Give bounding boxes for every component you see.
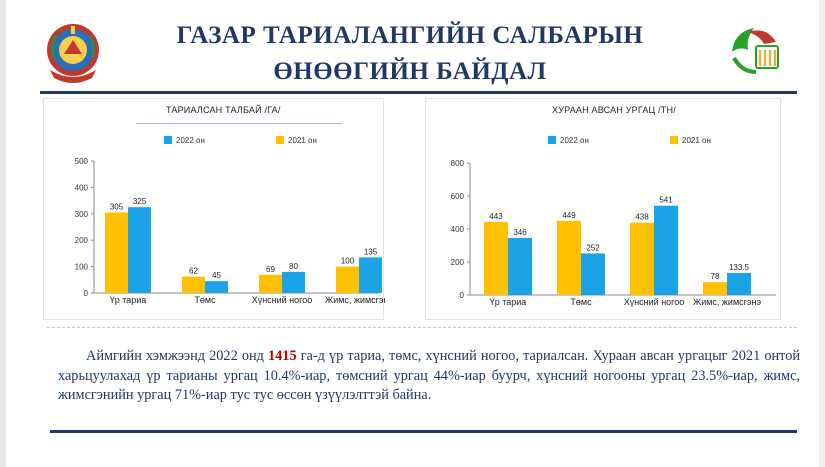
bar-2021	[182, 276, 205, 293]
y-tick-label: 0	[460, 291, 465, 300]
x-category-label: Жимс, жимсгэнэ	[693, 297, 762, 307]
summary-highlight-number: 1415	[268, 348, 297, 364]
bar-2022	[654, 205, 678, 295]
chart-title-harvest: ХУРААН АВСАН УРГАЦ /ТН/	[552, 105, 676, 115]
bar-2021	[105, 212, 128, 293]
bar-2022	[581, 253, 605, 295]
legend-swatch-2021	[670, 136, 678, 144]
x-category-label: Хүнсний ногоо	[252, 295, 313, 305]
y-tick-label: 0	[84, 289, 89, 298]
legend-item-2021: 2021 он	[670, 136, 711, 145]
y-tick-label: 200	[451, 258, 465, 267]
bar-2021	[703, 282, 727, 295]
data-label: 78	[711, 272, 720, 281]
y-tick-label: 600	[451, 192, 465, 201]
data-label: 69	[266, 265, 275, 274]
y-tick-label: 500	[75, 157, 89, 166]
data-label: 305	[110, 202, 124, 211]
legend-swatch-2021	[276, 136, 284, 144]
bar-2021	[630, 222, 654, 295]
x-category-label: Үр тариа	[490, 297, 527, 307]
header-rule	[40, 91, 797, 94]
bar-2022	[128, 207, 151, 293]
y-tick-label: 400	[75, 183, 89, 192]
y-tick-label: 200	[75, 236, 89, 245]
data-label: 541	[659, 196, 673, 205]
y-tick-label: 300	[75, 210, 89, 219]
data-label: 325	[133, 197, 147, 206]
x-category-label: Хүнсний ногоо	[624, 297, 685, 307]
bar-2021	[557, 220, 581, 295]
data-label: 45	[212, 271, 221, 280]
summary-text-rest: га-д үр тариа, төмс, хүнсний ногоо, тари…	[58, 348, 800, 403]
data-label: 252	[586, 243, 600, 252]
legend-label-2022: 2022 он	[176, 136, 205, 145]
y-tick-label: 400	[451, 225, 465, 234]
legend-swatch-2022	[164, 136, 172, 144]
bar-2022	[282, 271, 305, 293]
bar-2021	[259, 274, 282, 293]
data-label: 438	[635, 213, 649, 222]
x-category-label: Үр тариа	[110, 295, 147, 305]
bar-2022	[727, 272, 751, 295]
legend-swatch-2022	[548, 136, 556, 144]
page-title-line2: ӨНӨӨГИЙН БАЙДАЛ	[273, 58, 547, 85]
summary-paragraph: Аймгийн хэмжээнд 2022 онд 1415 га-д үр т…	[58, 347, 800, 406]
x-category-label: Төмс	[570, 297, 592, 307]
chart-panel-area: ТАРИАЛСАН ТАЛБАЙ /ГА/ 2022 он 2021 он 0 1…	[43, 98, 385, 320]
data-label: 135	[364, 247, 378, 256]
data-label: 346	[513, 228, 527, 237]
agriculture-logo-icon	[732, 28, 779, 74]
chart-title-underline	[136, 123, 342, 124]
bar-chart-harvest: 0 200 400 600 800 443 346 Үр тариа 449 252 Төмс 438…	[451, 159, 776, 307]
y-tick-label: 100	[75, 263, 89, 272]
y-tick-label: 800	[451, 159, 465, 168]
bar-2021	[484, 221, 508, 295]
bar-2022	[205, 281, 228, 293]
data-label: 100	[341, 257, 355, 266]
chart-title-area: ТАРИАЛСАН ТАЛБАЙ /ГА/	[166, 105, 281, 115]
x-category-label: Төмс	[194, 295, 216, 305]
footer-rule	[50, 430, 797, 433]
legend-item-2022: 2022 он	[548, 136, 589, 145]
data-label: 62	[189, 267, 198, 276]
bar-2021	[336, 266, 359, 293]
data-label: 133.5	[729, 263, 750, 272]
aimag-emblem-icon	[47, 24, 99, 83]
bar-chart-area: 0 100 200 300 400 500 305 325 Үр тариа 62 45 Төмс 69…	[75, 157, 385, 305]
legend-label-2021: 2021 он	[288, 136, 317, 145]
data-label: 80	[289, 262, 298, 271]
x-category-label: Жимс, жимсгэнэ	[325, 295, 385, 305]
legend-label-2021: 2021 он	[682, 136, 711, 145]
data-label: 449	[562, 211, 576, 220]
legend-item-2021: 2021 он	[276, 136, 317, 145]
summary-text-start: Аймгийн хэмжээнд 2022 онд	[86, 348, 268, 364]
page-title-line1: ГАЗАР ТАРИАЛАНГИЙН САЛБАРЫН	[176, 22, 644, 49]
legend-label-2022: 2022 он	[560, 136, 589, 145]
chart-panel-harvest: ХУРААН АВСАН УРГАЦ /ТН/ 2022 он 2021 он …	[425, 98, 781, 320]
data-label: 443	[489, 212, 503, 221]
legend-item-2022: 2022 он	[164, 136, 205, 145]
slide-left-edge	[0, 0, 6, 467]
bar-2022	[508, 237, 532, 295]
dashed-separator	[47, 327, 797, 328]
bar-2022	[359, 257, 382, 293]
